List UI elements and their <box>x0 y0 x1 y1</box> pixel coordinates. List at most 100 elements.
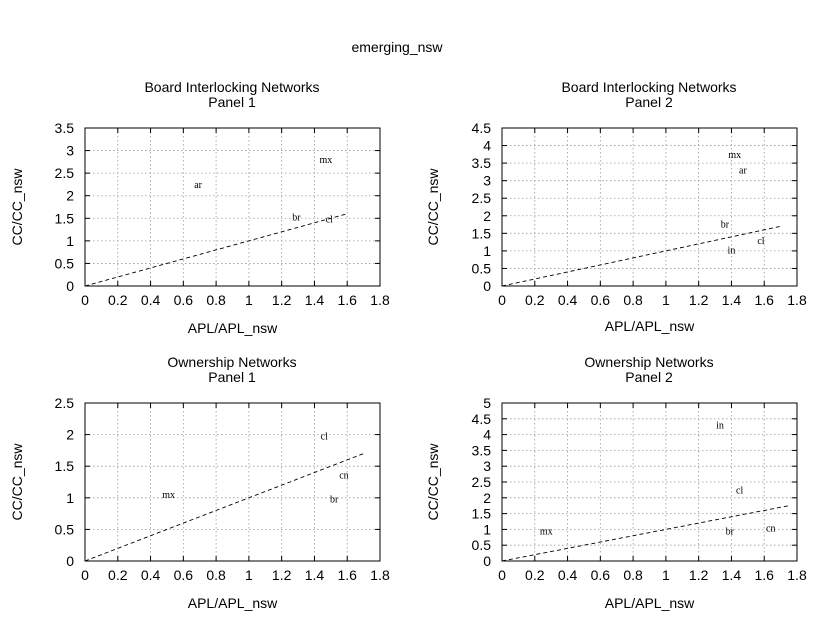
point-label-cl: cl <box>321 431 328 442</box>
x-tick-label: 1 <box>662 292 670 308</box>
x-tick-label: 1 <box>662 567 670 583</box>
chart-title: Board Interlocking Networks <box>561 79 736 95</box>
x-tick-label: 0 <box>81 567 89 583</box>
x-tick-label: 0.4 <box>141 567 161 583</box>
x-tick-label: 0.4 <box>141 292 161 308</box>
x-tick-label: 0.2 <box>108 567 128 583</box>
x-tick-label: 1.2 <box>689 292 709 308</box>
x-axis-label: APL/APL_nsw <box>605 595 695 611</box>
y-tick-label: 1 <box>483 243 491 259</box>
x-tick-label: 1.6 <box>754 292 774 308</box>
y-tick-label: 1 <box>66 233 74 249</box>
x-tick-label: 1 <box>245 567 253 583</box>
x-tick-label: 0.2 <box>525 567 545 583</box>
y-tick-label: 3 <box>483 173 491 189</box>
point-label-cn: cn <box>339 471 348 482</box>
y-tick-label: 0 <box>483 553 491 569</box>
x-tick-label: 0.8 <box>623 567 643 583</box>
point-label-cl: cl <box>326 215 333 226</box>
x-tick-label: 0.6 <box>174 567 194 583</box>
x-tick-label: 1.6 <box>754 567 774 583</box>
y-tick-label: 3 <box>66 143 74 159</box>
x-tick-label: 1.2 <box>272 567 292 583</box>
point-label-mx: mx <box>162 490 175 501</box>
x-tick-label: 0.8 <box>623 292 643 308</box>
x-tick-label: 0.2 <box>108 292 128 308</box>
plot-frame <box>84 402 381 562</box>
plot-frame <box>501 402 798 562</box>
y-tick-label: 1 <box>66 490 74 506</box>
chart-panel-2: 0 0.2 0.4 0.6 0.8 1 1.2 1.4 1.6 1.800.511.522.533… <box>425 79 807 334</box>
y-tick-label: 5 <box>483 395 491 411</box>
x-tick-label: 0.2 <box>525 292 545 308</box>
y-tick-label: 2.5 <box>472 474 492 490</box>
reference-line <box>84 213 348 287</box>
point-label-br: br <box>330 495 339 506</box>
y-tick-label: 0 <box>483 278 491 294</box>
y-tick-label: 1.5 <box>55 458 75 474</box>
y-tick-label: 0 <box>66 278 74 294</box>
y-tick-label: 2 <box>66 188 74 204</box>
point-label-mx: mx <box>320 155 333 166</box>
y-tick-label: 0.5 <box>55 255 75 271</box>
chart-title: Board Interlocking Networks <box>144 79 319 95</box>
x-tick-label: 1.8 <box>787 567 807 583</box>
x-tick-label: 1.8 <box>370 292 390 308</box>
y-tick-label: 3.5 <box>55 120 75 136</box>
chart-subtitle: Panel 1 <box>208 94 256 110</box>
reference-line <box>84 453 364 562</box>
x-axis-label: APL/APL_nsw <box>188 320 278 336</box>
x-tick-label: 1.8 <box>787 292 807 308</box>
y-tick-label: 4 <box>483 427 491 443</box>
y-tick-label: 3.5 <box>472 442 492 458</box>
y-tick-label: 0.5 <box>472 537 492 553</box>
point-label-in: in <box>728 245 736 256</box>
chart-panel-3: 0 0.2 0.4 0.6 0.8 1 1.2 1.4 1.6 1.8 0 0.5 1 1.5 2 2.5 Ow… <box>9 354 390 611</box>
y-tick-label: 2.5 <box>55 395 75 411</box>
point-label-cl: cl <box>757 236 764 247</box>
x-tick-label: 1.6 <box>337 292 357 308</box>
chart-panel-1: 0 0.2 0.4 0.6 0.8 1 1.2 1.4 1.6 1.8 0 0.5 1 1.5 2 2.5 3 3… <box>9 79 390 336</box>
y-tick-label: 1.5 <box>55 210 75 226</box>
x-tick-label: 0.6 <box>591 567 611 583</box>
y-tick-label: 4.5 <box>472 411 492 427</box>
plot-frame <box>501 127 798 287</box>
x-tick-label: 1.4 <box>305 292 325 308</box>
y-tick-label: 4 <box>483 138 491 154</box>
x-axis-label: APL/APL_nsw <box>605 318 695 334</box>
x-tick-label: 1 <box>245 292 253 308</box>
x-tick-label: 0 <box>81 292 89 308</box>
y-axis-label: CC/CC_nsw <box>425 168 441 246</box>
y-tick-label: 1.5 <box>472 225 492 241</box>
point-label-br: br <box>721 219 730 230</box>
y-tick-label: 1 <box>483 521 491 537</box>
x-tick-label: 0.4 <box>558 567 578 583</box>
y-tick-label: 0 <box>66 553 74 569</box>
x-axis-label: APL/APL_nsw <box>188 595 278 611</box>
y-axis-label: CC/CC_nsw <box>9 168 25 246</box>
x-tick-label: 1.6 <box>337 567 357 583</box>
chart-title: Ownership Networks <box>167 354 296 370</box>
x-tick-label: 1.2 <box>689 567 709 583</box>
point-label-ar: ar <box>194 180 202 191</box>
y-tick-label: 2 <box>66 427 74 443</box>
y-tick-label: 2 <box>483 490 491 506</box>
chart-subtitle: Panel 1 <box>208 369 256 385</box>
y-tick-label: 2.5 <box>55 165 75 181</box>
x-tick-label: 0.8 <box>206 567 226 583</box>
chart-subtitle: Panel 2 <box>625 94 673 110</box>
x-tick-label: 0.4 <box>558 292 578 308</box>
y-tick-label: 2 <box>483 208 491 224</box>
chart-title: Ownership Networks <box>584 354 713 370</box>
point-label-br: br <box>726 526 735 537</box>
x-tick-label: 1.2 <box>272 292 292 308</box>
reference-line <box>501 225 781 287</box>
x-tick-label: 0 <box>498 292 506 308</box>
x-tick-label: 0.6 <box>174 292 194 308</box>
x-tick-label: 0.8 <box>206 292 226 308</box>
y-tick-label: 2.5 <box>472 190 492 206</box>
y-tick-label: 3.5 <box>472 155 492 171</box>
y-axis-label: CC/CC_nsw <box>9 443 25 521</box>
x-tick-label: 1.4 <box>305 567 325 583</box>
